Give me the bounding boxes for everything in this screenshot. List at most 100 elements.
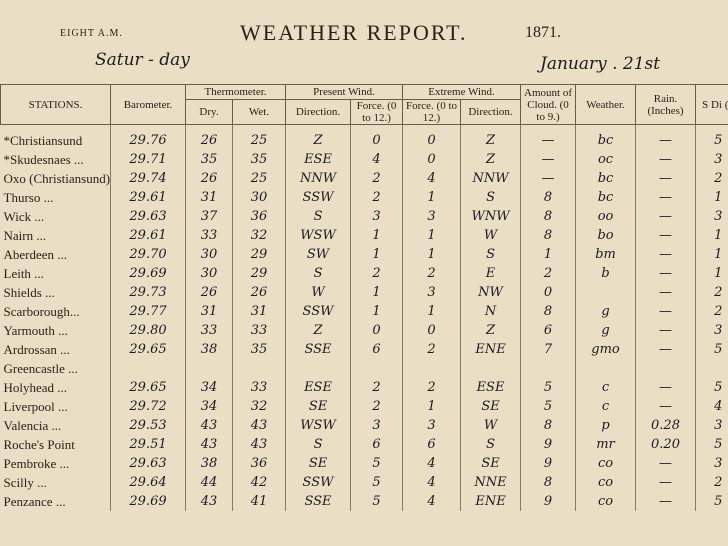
table-row: Thurso ... 29.61 31 30 SSW 2 1 S 8 bc —1 (1, 188, 728, 207)
cell: 35 (185, 150, 233, 169)
column-header: Force. (0 to 12.) (350, 99, 404, 125)
station: Wick ... (3, 208, 45, 224)
cell: 3 (695, 207, 728, 226)
cell: 29.74 (110, 169, 186, 188)
table-row: Nairn ... 29.61 33 32 WSW 1 1 W 8 bo —1 (1, 226, 728, 245)
cell: 29.63 (110, 207, 186, 226)
cell: Z (460, 150, 521, 169)
table-row: Aberdeen ... 29.70 30 29 SW 1 1 S 1 bm —1 (1, 245, 728, 264)
cell: S (460, 245, 521, 264)
cell: 0 (402, 124, 461, 150)
cell: 2 (350, 188, 403, 207)
table-row: Roche's Point 29.51 43 43 S 6 6 S 9 mr 0.20 5 (1, 435, 728, 454)
cell: SW (285, 245, 351, 264)
cell: 5 (695, 435, 728, 454)
station: Valencia ... (3, 417, 62, 433)
cell: W (460, 226, 521, 245)
cell: bm (575, 245, 636, 264)
station: Liverpool ... (3, 398, 68, 414)
station: Aberdeen ... (3, 246, 68, 262)
cell: 0.20 (635, 435, 696, 454)
cell: 32 (231, 226, 286, 245)
cell: SE (285, 397, 351, 416)
cell: g (575, 302, 636, 321)
cell (185, 359, 233, 378)
cell: 29.65 (110, 378, 186, 397)
cell: — (635, 321, 696, 340)
column-header: Barometer. (110, 84, 186, 125)
cell: 29.51 (110, 435, 186, 454)
cell: 1 (695, 264, 728, 283)
cell: — (635, 454, 696, 473)
cell: — (520, 124, 576, 150)
cell: 1 (402, 245, 461, 264)
cell (695, 359, 728, 378)
cell: NNE (460, 473, 521, 492)
title: WEATHER REPORT. (240, 20, 468, 45)
cell: 44 (185, 473, 233, 492)
cell: 29 (231, 245, 286, 264)
cell: 4 (402, 492, 461, 511)
cell: 9 (520, 454, 576, 473)
cell: 43 (185, 492, 233, 511)
cell: 1 (402, 397, 461, 416)
column-header: Rain. (Inches) (635, 84, 697, 125)
table-row: Wick ... 29.63 37 36 S 3 3 WNW 8 oo —3 (1, 207, 728, 226)
column-header: Direction. (460, 99, 522, 125)
cell: co (575, 492, 636, 511)
cell: oo (575, 207, 636, 226)
cell: 3 (695, 150, 728, 169)
cell: E (460, 264, 521, 283)
cell: Z (460, 124, 521, 150)
cell: — (635, 188, 696, 207)
cell: 8 (520, 416, 576, 435)
cell: co (575, 473, 636, 492)
column-header: Amount of Cloud. (0 to 9.) (520, 84, 577, 125)
cell: — (635, 397, 696, 416)
cell: 5 (695, 492, 728, 511)
cell: 29.65 (110, 340, 186, 359)
cell: 36 (231, 207, 286, 226)
cell: SE (460, 454, 521, 473)
cell: 29.69 (110, 492, 186, 511)
cell: 29.73 (110, 283, 186, 302)
cell: bc (575, 124, 636, 150)
cell: 1 (402, 302, 461, 321)
cell: 29.61 (110, 188, 186, 207)
cell: 5 (350, 473, 403, 492)
cell: 1 (695, 188, 728, 207)
cell: N (460, 302, 521, 321)
cell (575, 283, 636, 302)
cell: 42 (231, 473, 286, 492)
cell: 34 (185, 397, 233, 416)
table-body: *Christiansund 29.76 26 25 Z 0 0 Z — bc —5 *Skudesn… (1, 124, 728, 511)
header-row: Dry. Wet. Direction. Force. (0 to 12.) Force… (1, 99, 728, 125)
cell: SSW (285, 188, 351, 207)
cell: 9 (520, 435, 576, 454)
cell: — (635, 378, 696, 397)
table-row: Penzance ... 29.69 43 41 SSE 5 4 ENE 9 co —5 (1, 492, 728, 511)
cell: 35 (231, 340, 286, 359)
cell: oc (575, 150, 636, 169)
table-row: *Christiansund 29.76 26 25 Z 0 0 Z — bc —5 (1, 124, 728, 150)
cell: 4 (695, 397, 728, 416)
cell: ENE (460, 340, 521, 359)
cell: 30 (231, 188, 286, 207)
time: EIGHT A.M. (60, 28, 123, 39)
cell: c (575, 378, 636, 397)
cell: 1 (350, 283, 403, 302)
cell: 0 (350, 321, 403, 340)
cell: 6 (402, 435, 461, 454)
column-header: Wet. (231, 99, 287, 125)
station: Pembroke ... (3, 455, 70, 471)
cell: SSW (285, 473, 351, 492)
cell: 43 (185, 416, 233, 435)
cell: — (635, 283, 696, 302)
cell: S (285, 207, 351, 226)
cell: 4 (402, 169, 461, 188)
cell: 3 (402, 283, 461, 302)
cell: 5 (695, 378, 728, 397)
cell: ESE (285, 150, 351, 169)
cell (285, 359, 351, 378)
cell: 29.71 (110, 150, 186, 169)
